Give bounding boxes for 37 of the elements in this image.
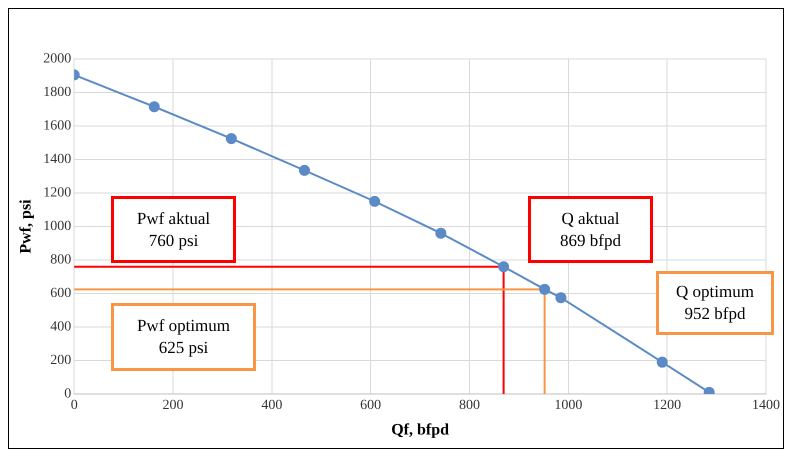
annotation: Q aktual 869 bfpd bbox=[560, 208, 621, 252]
y-tick-label: 1400 bbox=[43, 152, 72, 168]
x-tick-label: 600 bbox=[360, 398, 382, 414]
y-tick-label: 1000 bbox=[43, 219, 72, 234]
y-tick-label: 1800 bbox=[43, 85, 72, 100]
x-tick-label: 1200 bbox=[653, 398, 682, 414]
y-tick-label: 2000 bbox=[43, 52, 72, 67]
note-box: Pwf aktual 760 psi bbox=[111, 196, 236, 263]
point bbox=[539, 284, 550, 295]
point bbox=[226, 133, 237, 144]
point bbox=[555, 292, 566, 304]
note-box: Q aktual 869 bfpd bbox=[528, 196, 653, 263]
x-tick-label: 1000 bbox=[554, 398, 582, 414]
note-box: Pwf optimum 625 psi bbox=[111, 303, 256, 371]
y-tick-label: 0 bbox=[64, 386, 72, 402]
point bbox=[435, 228, 446, 239]
point bbox=[369, 196, 380, 207]
x-tick-label: 200 bbox=[162, 398, 184, 414]
x-axis-title: Qf, bfpd bbox=[391, 422, 450, 439]
y-tick-label: 800 bbox=[50, 252, 72, 268]
point bbox=[498, 261, 510, 272]
x-tick-label: 400 bbox=[261, 398, 282, 414]
point bbox=[148, 101, 160, 112]
annotation: Pwf optimum 625 psi bbox=[136, 315, 230, 359]
y-tick-label: 1200 bbox=[43, 186, 72, 201]
note-box: Q optimum 952 bfpd bbox=[656, 271, 774, 335]
annotation: Pwf aktual 760 psi bbox=[136, 208, 210, 252]
point bbox=[656, 356, 668, 368]
y-tick-label: 600 bbox=[50, 286, 72, 302]
y-axis-title: Pwf, psi bbox=[18, 198, 35, 254]
x-tick-label: 1400 bbox=[752, 398, 780, 414]
x-tick-label: 800 bbox=[459, 398, 480, 414]
annotation: Q optimum 952 bfpd bbox=[676, 281, 754, 325]
y-tick-label: 1600 bbox=[43, 118, 72, 134]
y-tick-label: 400 bbox=[50, 320, 72, 335]
y-tick-label: 200 bbox=[50, 353, 72, 368]
point bbox=[298, 164, 310, 176]
